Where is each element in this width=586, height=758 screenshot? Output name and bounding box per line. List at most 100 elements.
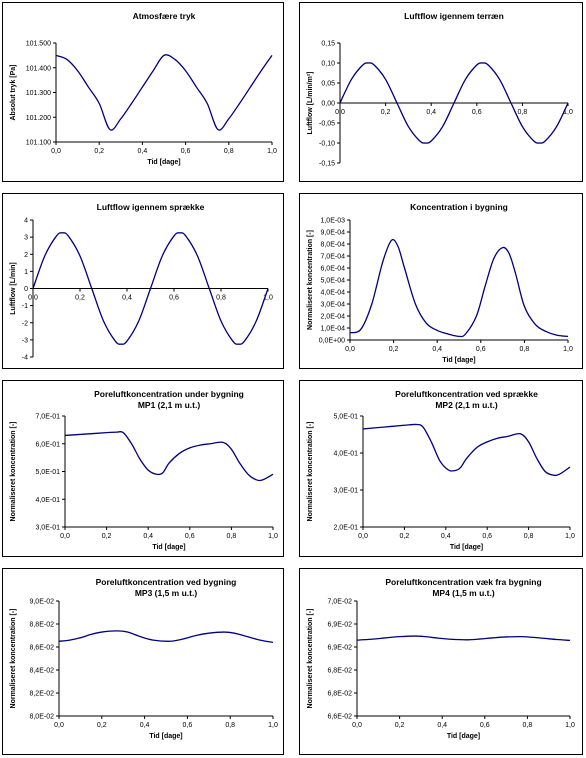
- y-axis-title: Absolut tryk [Pa]: [10, 64, 17, 120]
- y-tick-label: 101.200: [26, 115, 51, 122]
- x-tick-label: 0,8: [524, 533, 534, 540]
- x-tick-label: 0,0: [51, 148, 61, 155]
- y-tick-label: 9,0E-02: [29, 599, 54, 606]
- y-axis-title: Normaliseret koncentration [-]: [307, 609, 314, 709]
- x-tick-label: 1,0: [267, 148, 277, 155]
- chart-subtitle: MP3 (1,5 m u.t.): [135, 588, 198, 598]
- x-tick-label: 0,0: [60, 533, 70, 540]
- y-tick-label: 9,0E-04: [320, 230, 345, 237]
- x-tick-label: 0,0: [345, 346, 355, 353]
- y-tick-label: 4: [24, 218, 28, 225]
- y-tick-label: 3,0E-01: [333, 488, 358, 495]
- y-tick-label: 8,0E-04: [320, 242, 345, 249]
- x-tick-label: 0,0: [358, 533, 368, 540]
- x-tick-label: 0,2: [400, 533, 410, 540]
- y-tick-label: 3,0E-01: [35, 525, 60, 532]
- x-tick-label: 0,4: [432, 346, 442, 353]
- y-tick-label: 5,0E-01: [35, 469, 60, 476]
- y-tick-label: 6,8E-02: [327, 691, 352, 698]
- chart-svg: Luftflow igennem terræn-0,15-0,10-0,050,…: [307, 11, 573, 168]
- y-axis-title: Normaliseret koncentration [-]: [307, 422, 314, 522]
- series-line: [356, 635, 571, 642]
- chart-title: Luftflow igennem terræn: [404, 11, 504, 21]
- y-tick-label: 3,0E-04: [320, 302, 345, 309]
- series-line: [32, 232, 269, 345]
- chart-svg: Atmosfære tryk 101.100 101.200 101.300 101.4…: [10, 11, 277, 166]
- y-tick-label: 6,0E-04: [320, 266, 345, 273]
- chart-title: Poreluftkoncentration under bygning: [94, 389, 244, 399]
- x-tick-label: 0,8: [520, 346, 530, 353]
- y-tick-label: 101.100: [26, 140, 51, 147]
- chart-title: Poreluftkoncentration ved sprække: [395, 389, 538, 399]
- y-tick-label: -2: [22, 320, 28, 327]
- chart-svg: Poreluftkoncentration væk fra bygningMP4…: [307, 577, 575, 740]
- y-tick-label: 8,4E-02: [29, 668, 54, 675]
- x-tick-label: 1,0: [565, 533, 575, 540]
- x-tick-label: 0,6: [181, 148, 191, 155]
- y-tick-label: 2,0E-04: [320, 314, 345, 321]
- series-line: [362, 423, 571, 477]
- chart-panel-soilgas-mp2: Poreluftkoncentration ved sprække MP2 (2,…: [299, 380, 583, 557]
- x-tick-label: 0,4: [426, 109, 436, 116]
- x-tick-label: 0,8: [225, 722, 235, 729]
- y-tick-label: 5,0E-01: [333, 414, 358, 421]
- x-tick-label: 0,6: [185, 533, 195, 540]
- y-tick-label: -4: [22, 355, 28, 362]
- x-tick-label: 0,6: [169, 295, 179, 302]
- x-tick-label: 0,4: [122, 295, 132, 302]
- x-axis-title: Tid [dage]: [147, 159, 180, 166]
- y-tick-label: 0,0E+00: [319, 338, 345, 345]
- series-line: [55, 54, 273, 131]
- y-tick-label: 101.300: [26, 90, 51, 97]
- y-tick-label: 0,15: [321, 41, 335, 48]
- x-tick-label: 0,8: [523, 722, 533, 729]
- y-tick-label: -0,15: [319, 161, 335, 168]
- x-tick-label: 0,0: [335, 109, 345, 116]
- y-tick-label: 4,0E-01: [333, 451, 358, 458]
- y-tick-label: 8,2E-02: [29, 691, 54, 698]
- y-tick-label: -0,05: [319, 121, 335, 128]
- y-tick-label: 6,9E-02: [327, 622, 352, 629]
- chart-panel-soilgas-mp1: Poreluftkoncentration under bygning MP1 (…: [2, 380, 284, 557]
- chart-panel-soilgas-mp3: Poreluftkoncentration ved bygning MP3 (1,…: [2, 568, 284, 755]
- chart-title: Koncentration i bygning: [410, 202, 508, 212]
- x-tick-label: 0,2: [389, 346, 399, 353]
- chart-panel-airflow-terrain: Luftflow igennem terræn -0,15 -0,10 -0,05 0,…: [299, 2, 583, 182]
- y-axis-title: Normaliseret koncentration [-]: [307, 230, 314, 330]
- chart-panel-concentration-building: Koncentration i bygning 0,0E+00 1,0E-04 2,0…: [299, 193, 583, 369]
- y-tick-label: 4,0E-01: [35, 497, 60, 504]
- x-tick-label: 0,0: [54, 722, 64, 729]
- x-tick-label: 1,0: [268, 722, 278, 729]
- chart-title: Poreluftkoncentration væk fra bygning: [385, 577, 541, 587]
- x-axis-title: Tid [dage]: [442, 357, 475, 364]
- y-tick-label: -3: [22, 337, 28, 344]
- y-tick-label: 6,8E-02: [327, 668, 352, 675]
- y-tick-label: 7,0E-01: [35, 414, 60, 421]
- x-tick-label: 0,6: [472, 109, 482, 116]
- y-tick-label: 7,0E-02: [327, 599, 352, 606]
- y-axis-title: Normaliseret koncentration [-]: [10, 609, 17, 709]
- y-tick-label: 0,10: [321, 61, 335, 68]
- chart-title: Atmosfære tryk: [133, 11, 196, 21]
- x-axis-title: Tid [dage]: [447, 733, 480, 740]
- y-tick-label: -0,10: [319, 141, 335, 148]
- x-tick-label: 1,0: [563, 346, 573, 353]
- x-tick-label: 0,6: [476, 346, 486, 353]
- chart-panel-airflow-crack: Luftflow igennem sprække -4 -3 -2 -1 0 1 2 3 4 0,0…: [2, 193, 284, 369]
- x-tick-label: 1,0: [565, 722, 575, 729]
- y-tick-label: -1: [22, 303, 28, 310]
- x-tick-label: 0,2: [97, 722, 107, 729]
- x-tick-label: 0,8: [216, 295, 226, 302]
- x-tick-label: 0,2: [381, 109, 391, 116]
- y-axis-title: Luftflow [L/min]: [10, 262, 17, 314]
- chart-panel-atmospheric-pressure: Atmosfære tryk 101.100 101.200 101.300 101.4…: [2, 2, 284, 182]
- x-tick-label: 0,4: [437, 722, 447, 729]
- y-tick-label: 1,0E-04: [320, 326, 345, 333]
- y-tick-label: 101.500: [26, 41, 51, 48]
- y-tick-label: 0: [24, 286, 28, 293]
- y-axis-title: Normaliseret koncentration [-]: [10, 422, 17, 522]
- x-axis-title: Tid [dage]: [152, 544, 185, 551]
